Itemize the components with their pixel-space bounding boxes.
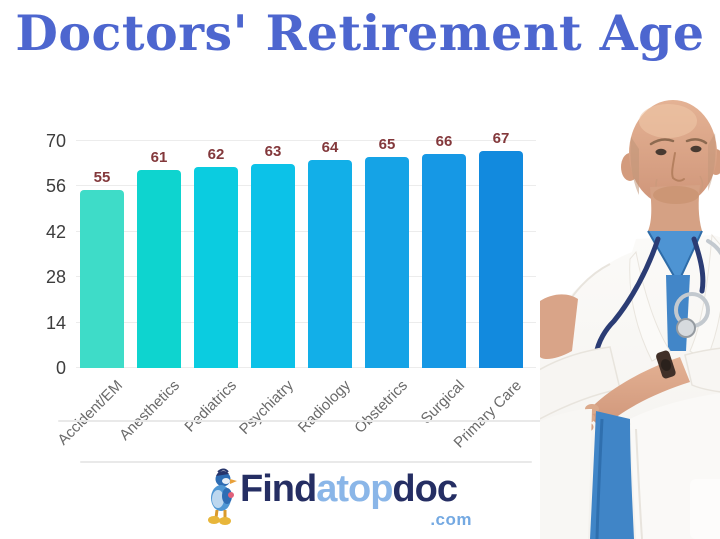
bar: [479, 150, 523, 368]
y-tick-label: 28: [45, 267, 66, 288]
logo-part-find: Find: [240, 468, 317, 510]
gridline: [76, 276, 536, 278]
bar: [194, 166, 238, 368]
logo-tld: .com: [430, 510, 472, 529]
plot-area: [76, 140, 536, 368]
bar: [422, 153, 466, 368]
bar-value-label: 65: [378, 136, 396, 154]
gridline: [76, 140, 536, 141]
gridline: [76, 185, 536, 187]
x-tick-label: Accident/EM: [54, 377, 127, 449]
logo-wordmark: Findatopdoc: [240, 468, 458, 511]
doctor-photo: [540, 100, 720, 539]
y-tick-label: 56: [45, 176, 66, 197]
retirement-age-bar-chart: 0 14 28 42 56 70 Accident/EM Anesthetics Pediat…: [8, 110, 553, 455]
y-tick-label: 70: [45, 131, 66, 151]
duck-mascot-icon: [208, 468, 237, 525]
logo-part-atop: atop: [316, 468, 393, 510]
divider-line-top: [58, 420, 548, 422]
divider-line-bottom: [80, 461, 532, 463]
doctor-lower-coat: [540, 393, 720, 539]
bar-value-label: 67: [492, 129, 510, 147]
gridline: [76, 230, 536, 232]
bar: [365, 157, 409, 368]
bar: [251, 163, 295, 368]
bar-value-label: 66: [435, 132, 453, 150]
doctor-head: [621, 100, 720, 231]
bar: [308, 160, 352, 368]
doctor-crossed-arms: [540, 294, 720, 435]
y-tick-label: 42: [45, 221, 66, 242]
y-tick-label: 0: [55, 358, 66, 378]
bar-value-label: 63: [264, 142, 282, 160]
y-tick-label: 14: [45, 312, 66, 333]
bar-value-label: 64: [321, 139, 339, 157]
bar-value-label: 61: [150, 149, 168, 167]
x-tick-label: Anesthetics: [116, 377, 184, 444]
bar: [80, 189, 124, 368]
findatopdoc-logo: Findatopdoc .com: [198, 466, 478, 534]
bar: [137, 170, 181, 368]
bar-value-label: 55: [93, 168, 111, 186]
bar-value-label: 62: [207, 145, 225, 163]
page-title: Doctors' Retirement Age: [15, 4, 705, 62]
gridline: [76, 321, 536, 323]
gridline: [76, 367, 536, 368]
logo-part-doc: doc: [392, 468, 458, 510]
